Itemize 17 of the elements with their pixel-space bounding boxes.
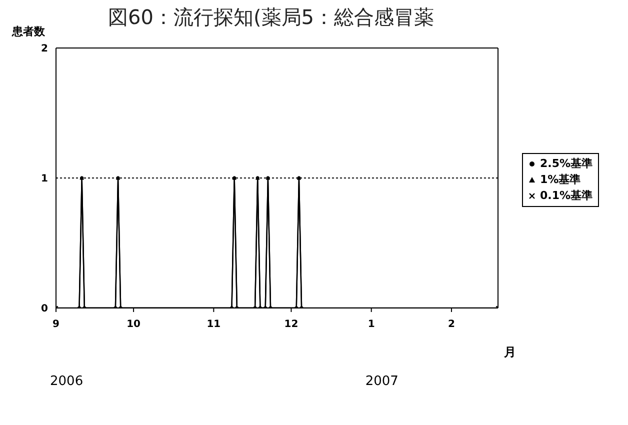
chart-title: 図60：流行探知(薬局5：総合感冒薬 xyxy=(108,4,434,31)
x-tick-label: 2 xyxy=(448,319,455,330)
legend-label: 1%基準 xyxy=(540,172,581,188)
y-tick-label: 1 xyxy=(41,174,48,185)
x-tick-label: 12 xyxy=(284,319,298,330)
x-tick-label: 10 xyxy=(126,319,141,330)
y-tick-label: 2 xyxy=(41,44,48,55)
y-tick-label: 0 xyxy=(41,304,48,315)
x-tick-label: 1 xyxy=(368,319,375,330)
x-tick-label: 11 xyxy=(206,319,221,330)
y-axis-title: 患者数 xyxy=(12,24,45,39)
legend-label: 0.1%基準 xyxy=(540,188,593,204)
x-tick-label: 9 xyxy=(52,319,60,330)
text: 2006 xyxy=(50,374,84,389)
text: 2007 xyxy=(365,374,398,389)
legend-label: 2.5%基準 xyxy=(540,156,593,172)
x-axis-title: 月 xyxy=(504,344,516,361)
